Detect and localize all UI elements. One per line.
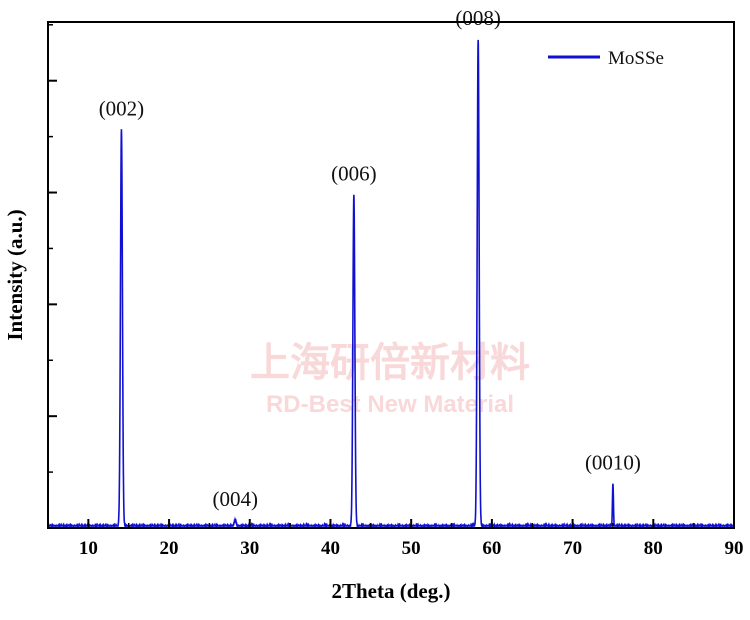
x-tick-label-80: 80 <box>644 538 663 559</box>
x-tick-label-50: 50 <box>402 538 421 559</box>
x-tick-label-20: 20 <box>160 538 179 559</box>
y-axis-title: Intensity (a.u.) <box>3 209 27 340</box>
series-line-mossse <box>47 39 735 530</box>
annotation-layer: (002) (004) (006) (008) (0010) <box>99 6 641 511</box>
x-tick-label-30: 30 <box>240 538 259 559</box>
peak-label-0: (002) <box>99 96 145 120</box>
peak-label-1: (004) <box>212 487 258 511</box>
legend: MoSSe <box>548 48 664 69</box>
watermark-english: RD-Best New Material <box>266 391 514 418</box>
x-tick-label-10: 10 <box>79 538 98 559</box>
tick-layer: 10 20 30 40 50 60 70 80 90 <box>47 24 744 559</box>
watermark-chinese: 上海研倍新材料 <box>250 340 530 386</box>
x-tick-label-60: 60 <box>482 538 501 559</box>
peak-label-2: (006) <box>331 162 377 186</box>
x-axis-title: 2Theta (deg.) <box>332 579 451 603</box>
peak-label-4: (0010) <box>585 450 641 474</box>
series-layer <box>47 39 735 530</box>
x-tick-label-70: 70 <box>563 538 582 559</box>
peak-label-3: (008) <box>455 6 501 30</box>
x-tick-label-40: 40 <box>321 538 340 559</box>
legend-label-mossse: MoSSe <box>608 48 664 69</box>
plot-frame <box>47 21 735 529</box>
x-tick-label-90: 90 <box>725 538 744 559</box>
watermark: 上海研倍新材料 RD-Best New Material <box>250 340 530 418</box>
